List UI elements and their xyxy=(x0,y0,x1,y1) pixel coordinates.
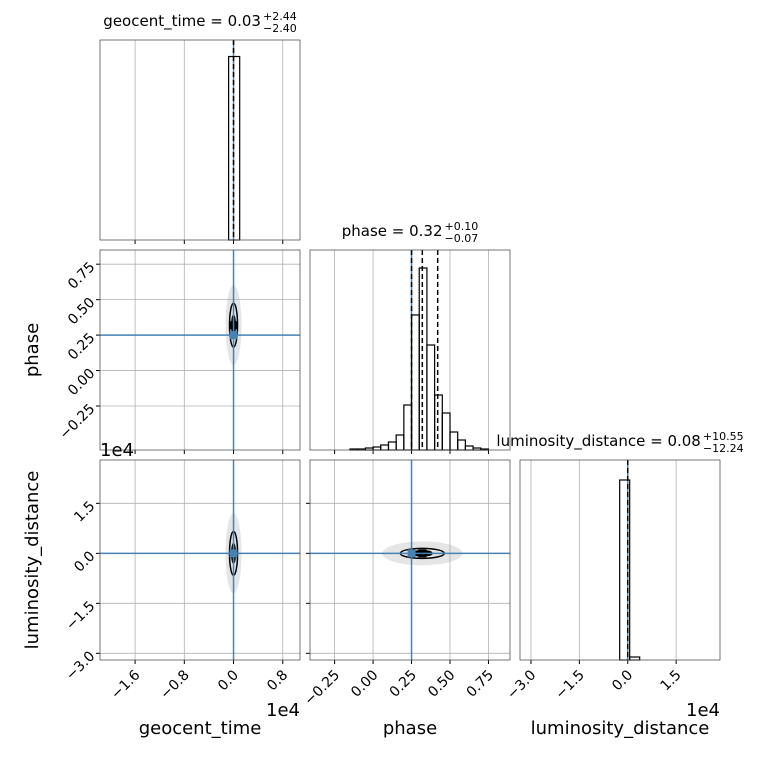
y-axis-label: luminosity_distance xyxy=(22,471,43,650)
title-lower: −2.40 xyxy=(263,22,297,35)
panel-frame xyxy=(310,250,510,450)
y-tick-label: 0.0 xyxy=(71,548,98,575)
x-tick-label: −1.5 xyxy=(552,667,587,702)
x-tick-label: −3.0 xyxy=(504,667,539,702)
y-offset-label: 1e4 xyxy=(100,440,134,461)
x-tick-label: −1.6 xyxy=(108,667,143,702)
panel-title: phase = 0.32 xyxy=(342,222,443,240)
x-tick-label: 0.0 xyxy=(215,667,242,694)
title-lower: −0.07 xyxy=(445,232,479,245)
y-tick-label: 1.5 xyxy=(71,498,98,525)
title-upper: +10.55 xyxy=(703,430,744,443)
truth-marker xyxy=(229,549,238,558)
y-tick-label: −3.0 xyxy=(63,648,98,683)
y-tick-label: 0.25 xyxy=(65,330,98,363)
panel-border xyxy=(99,459,301,661)
x-tick-label: 0.50 xyxy=(425,667,458,700)
panel-frame xyxy=(100,460,300,660)
panel-frame xyxy=(100,250,300,450)
panel: phase = 0.32 +0.10−0.07 xyxy=(309,220,511,454)
panel xyxy=(96,459,301,664)
x-tick-label: 1.5 xyxy=(658,667,685,694)
truth-marker xyxy=(407,549,416,558)
y-tick-label: 0.00 xyxy=(65,366,98,399)
y-axis-label: phase xyxy=(22,323,43,377)
x-tick-label: −0.8 xyxy=(157,667,192,702)
x-offset-label: 1e4 xyxy=(686,700,720,721)
panel-border xyxy=(99,249,301,451)
x-tick-label: 0.00 xyxy=(348,667,381,700)
x-axis-label: geocent_time xyxy=(139,718,262,739)
panel xyxy=(306,459,511,664)
panel xyxy=(96,249,301,454)
y-tick-label: −1.5 xyxy=(63,598,98,633)
panel-border xyxy=(309,459,511,661)
panel-border xyxy=(309,249,511,451)
x-axis-label: luminosity_distance xyxy=(531,718,710,739)
x-offset-label: 1e4 xyxy=(266,700,300,721)
panel-border xyxy=(99,39,301,241)
title-lower: −12.24 xyxy=(703,442,744,455)
x-tick-label: 0.8 xyxy=(264,667,291,694)
x-tick-label: 0.0 xyxy=(609,667,636,694)
x-axis-label: phase xyxy=(383,718,437,739)
panel: geocent_time = 0.03 +2.44−2.40 xyxy=(99,10,301,244)
panel-title: luminosity_distance = 0.08 xyxy=(496,432,700,451)
truth-marker xyxy=(229,331,238,340)
y-tick-label: −0.25 xyxy=(57,401,99,443)
title-upper: +2.44 xyxy=(263,10,297,23)
x-tick-label: −0.25 xyxy=(301,667,343,709)
panel-title: geocent_time = 0.03 xyxy=(103,12,261,31)
panel: luminosity_distance = 0.08 +10.55−12.24 xyxy=(496,430,744,664)
x-tick-label: 0.75 xyxy=(464,667,497,700)
y-tick-label: 0.50 xyxy=(65,295,98,328)
title-upper: +0.10 xyxy=(445,220,479,233)
panel-border xyxy=(519,459,721,661)
x-tick-label: 0.25 xyxy=(387,667,420,700)
panel-frame xyxy=(310,460,510,660)
panel-frame xyxy=(100,40,300,240)
y-tick-label: 0.75 xyxy=(65,259,98,292)
